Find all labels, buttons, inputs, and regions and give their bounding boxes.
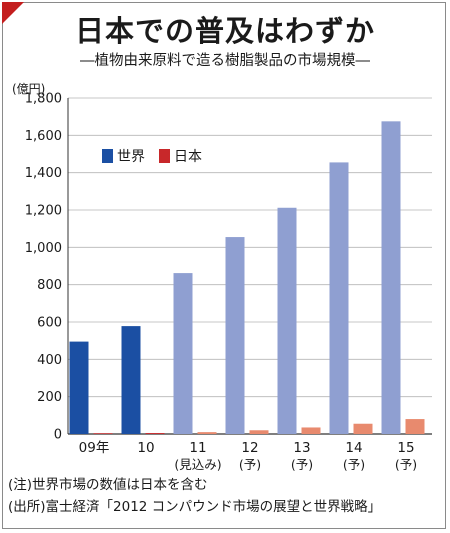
legend-label-japan: 日本: [174, 149, 202, 165]
y-tick-label: 1,400: [25, 166, 62, 181]
bar-world-3: [225, 237, 245, 434]
y-tick-label: 600: [37, 316, 62, 331]
y-tick-label: 1,600: [25, 129, 62, 144]
bar-world-0: [69, 341, 89, 434]
bar-japan-6: [405, 419, 425, 434]
corner-accent: [2, 2, 24, 24]
y-tick-label: 1,200: [25, 204, 62, 219]
bar-japan-3: [249, 430, 269, 434]
note-source: (出所)富士経済「2012 コンパウンド市場の展望と世界戦略」: [8, 499, 382, 515]
bar-world-4: [277, 207, 297, 434]
x-tick-sublabel: (予): [239, 457, 261, 472]
bar-world-6: [381, 121, 401, 434]
bar-japan-1: [145, 433, 165, 434]
bar-japan-0: [93, 433, 113, 434]
bar-world-1: [121, 326, 141, 434]
x-tick-label: 09年: [79, 440, 110, 456]
chart-subtitle: ―植物由来原料で造る樹脂製品の市場規模―: [80, 53, 370, 69]
x-tick-sublabel: (見込み): [174, 457, 221, 472]
x-tick-sublabel: (予): [395, 457, 417, 472]
x-tick-label: 12: [241, 440, 258, 456]
x-tick-label: 10: [137, 440, 154, 456]
legend-item-japan: 日本: [159, 146, 202, 166]
y-tick-label: 1,800: [25, 92, 62, 107]
x-tick-label: 15: [397, 440, 414, 456]
y-tick-label: 800: [37, 278, 62, 293]
legend: 世界 日本: [102, 146, 216, 166]
x-tick-label: 11: [189, 440, 206, 456]
chart-title: 日本での普及はわずか: [74, 14, 375, 48]
legend-swatch-japan: [159, 149, 170, 163]
bar-japan-4: [301, 427, 321, 434]
x-tick-label: 13: [293, 440, 310, 456]
bar-japan-5: [353, 423, 373, 434]
bar-japan-2: [197, 432, 217, 434]
bar-world-5: [329, 162, 349, 434]
legend-label-world: 世界: [117, 149, 145, 165]
note-scope: (注)世界市場の数値は日本を含む: [8, 477, 208, 493]
legend-item-world: 世界: [102, 146, 145, 166]
y-tick-label: 200: [37, 390, 62, 405]
bar-world-2: [173, 273, 193, 434]
y-tick-label: 0: [54, 428, 62, 443]
footnotes: (注)世界市場の数値は日本を含む (出所)富士経済「2012 コンパウンド市場の…: [8, 474, 381, 518]
x-tick-sublabel: (予): [343, 457, 365, 472]
y-tick-label: 400: [37, 353, 62, 368]
y-tick-label: 1,000: [25, 241, 62, 256]
x-tick-label: 14: [345, 440, 362, 456]
x-tick-sublabel: (予): [291, 457, 313, 472]
chart-frame: [2, 2, 446, 529]
legend-swatch-world: [102, 149, 113, 163]
y-axis-unit: (億円): [12, 82, 46, 96]
